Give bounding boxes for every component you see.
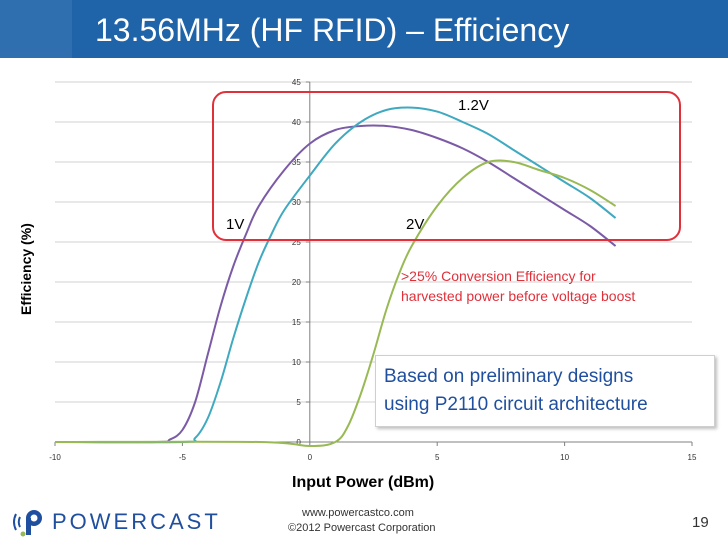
y-tick-label-7: 35 [292, 158, 301, 167]
title-bar: 13.56MHz (HF RFID) – Efficiency [0, 0, 728, 58]
prelim-line-2: using P2110 circuit architecture [384, 394, 648, 415]
peak-highlight-box [212, 91, 681, 241]
slide-title: 13.56MHz (HF RFID) – Efficiency [95, 12, 570, 48]
x-tick-label-1: -5 [179, 453, 187, 462]
footer-url: www.powercastco.com [302, 507, 414, 519]
series-label-12v: 1.2V [458, 97, 489, 114]
efficiency-chart: 0 5 10 15 20 25 30 35 40 45 -10 -5 0 5 10 15 [49, 78, 697, 462]
y-tick-label-6: 30 [292, 198, 301, 207]
conversion-note-line-1: >25% Conversion Efficiency for [401, 268, 596, 284]
series-label-1v: 1V [226, 216, 245, 233]
x-tick-label-0: -10 [49, 453, 61, 462]
y-axis-label: Efficiency (%) [18, 223, 34, 315]
series-line-1v [54, 124, 617, 444]
conversion-note-line-2: harvested power before voltage boost [401, 288, 636, 304]
conversion-efficiency-note: >25% Conversion Efficiency for harvested… [401, 266, 635, 306]
y-tick-label-0: 0 [296, 438, 301, 447]
powercast-logo: POWERCAST [10, 505, 218, 539]
y-tick-label-4: 20 [292, 278, 301, 287]
x-axis-label: Input Power (dBm) [292, 474, 435, 491]
series-line-2v [54, 159, 617, 447]
chart-series [54, 106, 617, 447]
y-tick-label-5: 25 [292, 238, 301, 247]
chart-grid [55, 81, 692, 403]
title-bar-accent [0, 0, 72, 58]
y-tick-label-1: 5 [296, 398, 301, 407]
footer-copyright: ©2012 Powercast Corporation [288, 522, 436, 534]
powercast-logo-icon [13, 510, 42, 537]
preliminary-design-callout: Based on preliminary designs using P2110… [375, 355, 715, 427]
series-line-12v [54, 106, 617, 444]
chart-ticks: 0 5 10 15 20 25 30 35 40 45 -10 -5 0 5 10 15 [49, 78, 697, 462]
powercast-logo-text: POWERCAST [52, 509, 221, 534]
y-tick-label-8: 40 [292, 118, 301, 127]
x-tick-label-2: 0 [308, 453, 313, 462]
x-tick-label-4: 10 [560, 453, 569, 462]
x-tick-label-5: 15 [688, 453, 697, 462]
series-label-2v: 2V [406, 216, 425, 233]
y-tick-label-3: 15 [292, 318, 301, 327]
y-tick-label-9: 45 [292, 78, 301, 87]
prelim-line-1: Based on preliminary designs [384, 366, 634, 387]
x-tick-label-3: 5 [435, 453, 440, 462]
y-tick-label-2: 10 [292, 358, 301, 367]
page-number: 19 [692, 514, 709, 531]
